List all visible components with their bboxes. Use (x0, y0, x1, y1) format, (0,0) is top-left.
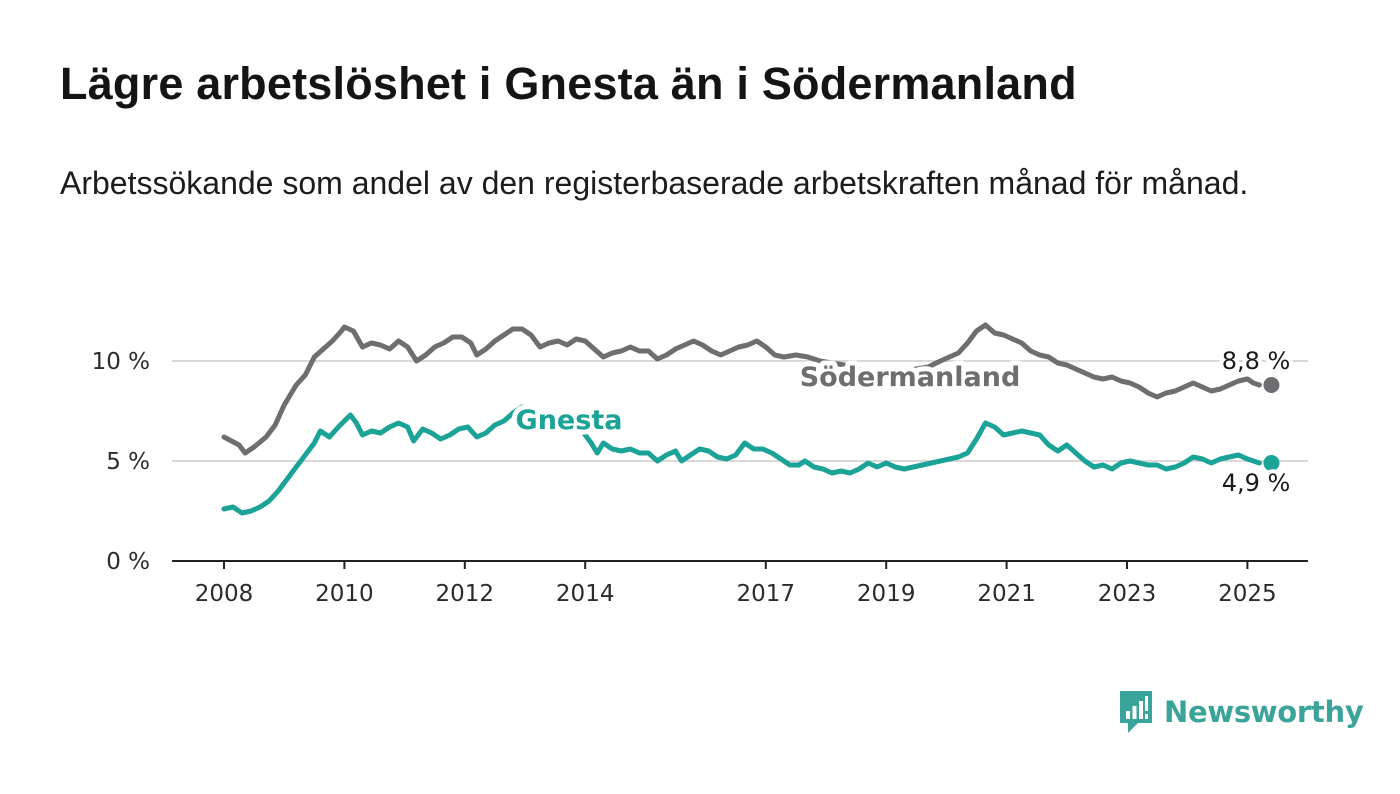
end-marker-s-dermanland (1263, 377, 1280, 393)
chart-subtitle: Arbetssökande som andel av den registerb… (60, 165, 1249, 201)
x-tick-label: 2021 (977, 581, 1036, 607)
series-label-halo: Gnesta (516, 405, 623, 436)
gridlines (172, 360, 1308, 462)
series-line-gnesta (221, 404, 1262, 516)
x-tick-label: 2010 (315, 581, 374, 607)
bar-chart-speech-bubble-icon (1120, 691, 1152, 733)
axes: 0 % 5 % 10 % 2008 2010 2012 2014 2017 2019 2021 20… (92, 349, 1308, 607)
chart-title: Lägre arbetslöshet i Gnesta än i Söderma… (60, 58, 1077, 109)
end-label-halo: 8,8 % (1222, 347, 1291, 375)
series-lines (221, 322, 1280, 516)
x-tick-label: 2025 (1218, 581, 1277, 607)
x-tick-label: 2023 (1098, 581, 1157, 607)
brand-name: Newsworthy (1164, 695, 1364, 729)
x-tick-label: 2017 (737, 581, 796, 607)
end-value-label-gnesta: 4,9 % (1222, 469, 1291, 497)
x-tick-label: 2014 (556, 581, 615, 607)
end-label-halo: 4,9 % (1222, 469, 1291, 497)
end-marker-gnesta (1263, 455, 1280, 471)
series-label-halo: Södermanland (800, 362, 1021, 393)
x-tick-label: 2012 (436, 581, 495, 607)
series-labels: SödermanlandSödermanlandGnestaGnesta8,8 … (511, 343, 1295, 501)
y-tick-label: 0 % (106, 549, 150, 575)
end-value-label-s-dermanland: 8,8 % (1222, 347, 1291, 375)
x-tick-label: 2019 (857, 581, 916, 607)
y-tick-label: 5 % (106, 449, 150, 475)
newsworthy-logo: Newsworthy (1118, 688, 1364, 736)
series-label-s-dermanland: Södermanland (800, 362, 1021, 393)
series-label-gnesta: Gnesta (516, 405, 623, 436)
series-line-s-dermanland (221, 322, 1262, 456)
y-tick-label: 10 % (92, 349, 150, 375)
x-tick-label: 2008 (195, 581, 254, 607)
